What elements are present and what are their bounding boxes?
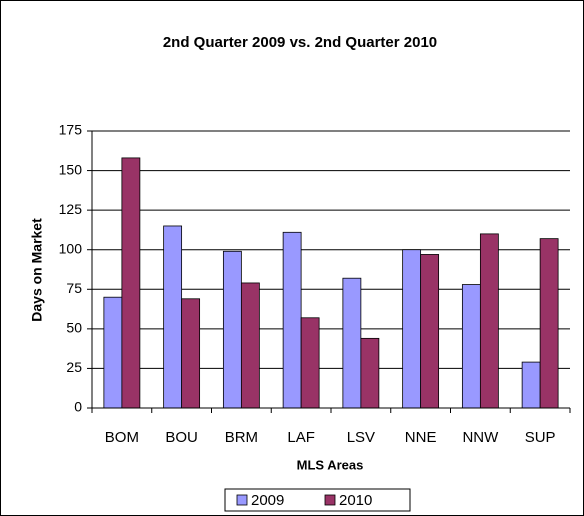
legend-label: 2009: [251, 492, 284, 509]
legend-label: 2010: [339, 492, 372, 509]
bar: [539, 238, 559, 409]
x-tick-label: NNW: [462, 429, 499, 446]
legend-box: [224, 488, 411, 512]
bar: [360, 337, 380, 409]
legend-swatch: [324, 494, 336, 506]
chart-title: 2nd Quarter 2009 vs. 2nd Quarter 2010: [163, 34, 437, 51]
y-tick-label: 125: [59, 201, 83, 217]
bar: [402, 249, 422, 409]
bar: [420, 254, 440, 409]
y-tick-label: 175: [59, 122, 83, 138]
x-tick-label: LAF: [287, 429, 315, 446]
bar: [121, 157, 141, 409]
bar: [222, 250, 242, 409]
y-tick-label: 50: [66, 320, 82, 336]
bar: [342, 277, 362, 409]
y-tick-label: 25: [66, 359, 82, 375]
bar: [103, 296, 123, 409]
bar: [300, 317, 320, 409]
y-axis-label: Days on Market: [29, 218, 45, 322]
y-tick-label: 0: [74, 399, 82, 415]
y-tick-label: 75: [66, 280, 82, 296]
bar: [181, 298, 201, 409]
bar: [282, 231, 302, 409]
x-tick-label: NNE: [405, 429, 437, 446]
bar: [461, 284, 481, 409]
x-tick-label: BRM: [225, 429, 258, 446]
y-tick-label: 100: [59, 240, 83, 256]
x-axis-label: MLS Areas: [297, 457, 364, 472]
y-tick-label: 150: [59, 161, 83, 177]
bar: [163, 225, 183, 409]
x-tick-label: BOM: [105, 429, 139, 446]
legend-swatch: [236, 494, 248, 506]
bar: [240, 282, 260, 409]
x-tick-label: LSV: [347, 429, 375, 446]
bar: [521, 361, 541, 409]
x-tick-label: SUP: [525, 429, 556, 446]
x-tick-label: BOU: [165, 429, 198, 446]
bar: [479, 233, 499, 409]
